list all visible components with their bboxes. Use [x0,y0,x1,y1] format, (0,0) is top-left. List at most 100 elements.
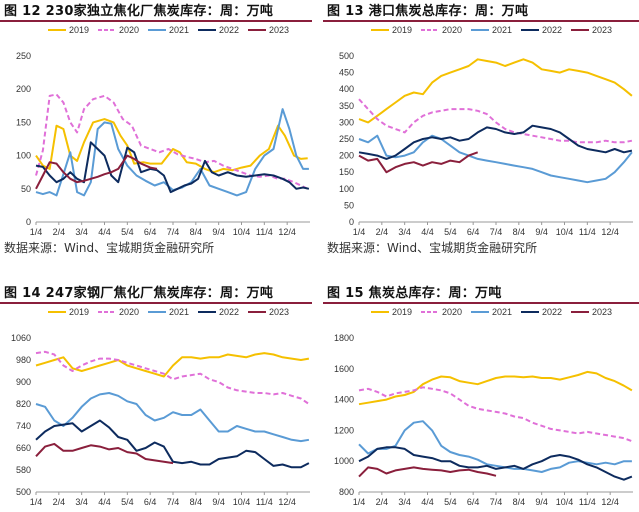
x-tick-label: 4/4 [421,497,434,507]
panel-1: 图 12 230家独立焦化厂焦炭库存：周：万吨 2019 2020 2021 2022… [0,0,316,256]
x-tick-label: 6/4 [467,497,480,507]
x-tick-label: 6/4 [144,227,157,237]
legend: 2019 2020 2021 2022 2023 [371,25,612,35]
chart-1: 2019 2020 2021 2022 2023 0 50 100 150 200 250 1/4 2/… [16,25,310,237]
x-tick-label: 7/4 [167,227,180,237]
legend-label: 2023 [592,25,612,35]
x-tick-label: 6/4 [144,497,157,507]
x-tick-label: 12/4 [601,227,619,237]
y-tick-label: 450 [339,68,354,78]
x-tick-label: 2/4 [376,497,389,507]
legend-label: 2021 [492,307,512,317]
legend-label: 2020 [119,307,139,317]
y-tick-label: 200 [339,151,354,161]
legend-label: 2023 [269,307,289,317]
y-tick-label: 400 [339,84,354,94]
x-tick-label: 11/4 [579,227,596,237]
x-tick-label: 12/4 [278,497,296,507]
panel-4: 图 15 焦炭总库存：周：万吨 2019 2020 2021 2022 2023 800 1… [323,282,639,512]
y-tick-label: 500 [16,487,31,497]
y-tick-label: 820 [16,399,31,409]
y-tick-label: 350 [339,101,354,111]
title-rule [0,20,312,22]
x-tick-label: 11/4 [256,497,273,507]
legend: 2019 2020 2021 2022 2023 [371,307,612,317]
panel-3: 图 14 247家钢厂焦化厂焦炭库存：周：万吨 2019 2020 2021 2022… [0,282,316,512]
x-tick-label: 1/4 [30,227,43,237]
legend-label: 2020 [442,25,462,35]
series-line-2019 [358,370,633,406]
panel-2: 图 13 港口焦炭总库存：周：万吨 2019 2020 2021 2022 2023 0 5… [323,0,639,256]
x-tick-label: 4/4 [98,497,111,507]
y-tick-label: 250 [16,51,31,61]
x-tick-label: 1/4 [30,497,43,507]
chart-2: 2019 2020 2021 2022 2023 0 50 100 150 200 250 300 35… [339,25,633,237]
series-line-2020 [358,98,633,144]
chart-title: 图 14 247家钢厂焦化厂焦炭库存：周：万吨 [4,286,274,301]
y-tick-label: 150 [339,167,354,177]
y-tick-label: 900 [16,377,31,387]
series-line-2019 [358,58,633,124]
x-tick-label: 5/4 [444,227,457,237]
series-line-2023 [35,154,158,190]
x-tick-label: 5/4 [121,497,134,507]
x-tick-label: 8/4 [190,497,203,507]
y-tick-label: 50 [21,184,31,194]
series-line-2022 [35,419,310,469]
x-tick-label: 4/4 [98,227,111,237]
x-tick-label: 8/4 [513,497,526,507]
y-tick-label: 980 [16,355,31,365]
chart-title: 图 15 焦炭总库存：周：万吨 [327,286,502,301]
x-tick-label: 7/4 [490,227,503,237]
legend-label: 2021 [169,25,189,35]
chart-title: 图 12 230家独立焦化厂焦炭库存：周：万吨 [4,4,274,19]
x-tick-label: 5/4 [121,227,134,237]
x-tick-label: 6/4 [467,227,480,237]
x-tick-label: 3/4 [75,497,88,507]
x-tick-label: 7/4 [490,497,503,507]
series-line-2023 [35,442,174,465]
x-tick-label: 8/4 [513,227,526,237]
x-tick-label: 10/4 [233,227,251,237]
x-tick-label: 5/4 [444,497,457,507]
x-tick-label: 9/4 [212,497,225,507]
legend-label: 2019 [69,25,89,35]
legend-label: 2019 [392,25,412,35]
x-tick-label: 9/4 [535,497,548,507]
series-line-2021 [35,392,310,443]
x-tick-label: 8/4 [190,227,203,237]
y-tick-label: 580 [16,465,31,475]
y-tick-label: 100 [16,151,31,161]
series-line-2022 [358,124,633,160]
x-tick-label: 12/4 [601,497,619,507]
x-tick-label: 3/4 [398,497,411,507]
x-tick-label: 2/4 [53,497,66,507]
legend-label: 2020 [442,307,462,317]
legend-label: 2019 [69,307,89,317]
chart-4: 2019 2020 2021 2022 2023 800 1000 1200 1400 1600 1… [334,307,633,507]
y-tick-label: 1000 [334,456,354,466]
y-tick-label: 1060 [11,333,31,343]
y-tick-label: 1200 [334,425,354,435]
x-tick-label: 9/4 [212,227,225,237]
y-tick-label: 250 [339,134,354,144]
legend-label: 2019 [392,307,412,317]
x-tick-label: 1/4 [353,497,366,507]
series-line-2020 [35,93,309,190]
y-tick-label: 1800 [334,333,354,343]
y-tick-label: 150 [16,117,31,127]
legend-label: 2022 [542,25,562,35]
series-line-2020 [358,386,633,443]
series-line-2019 [35,118,308,174]
chart-title: 图 13 港口焦炭总库存：周：万吨 [327,4,529,19]
x-tick-label: 11/4 [579,497,596,507]
y-tick-label: 500 [339,51,354,61]
y-tick-label: 800 [339,487,354,497]
series-line-2021 [358,134,633,184]
series-line-2021 [358,420,632,473]
x-tick-label: 1/4 [353,227,366,237]
title-rule [0,302,312,304]
y-tick-label: 0 [26,217,31,227]
series-line-2022 [358,446,633,481]
x-tick-label: 3/4 [398,227,411,237]
